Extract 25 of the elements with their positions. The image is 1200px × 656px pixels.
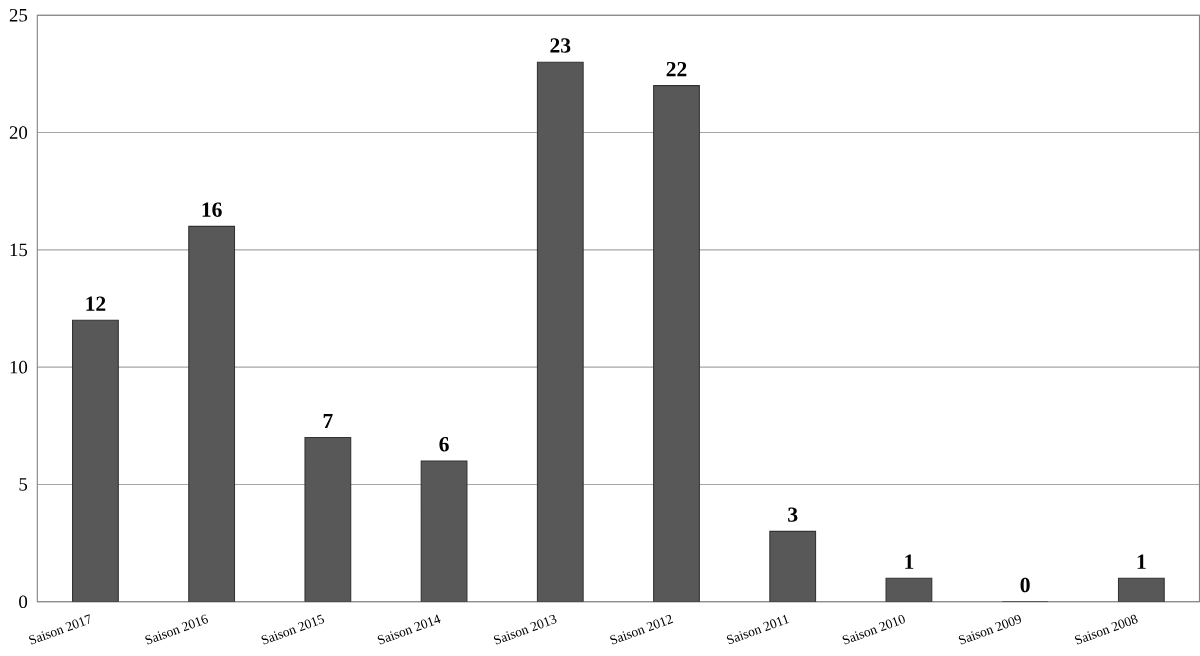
bar — [536, 61, 584, 602]
y-tick-label: 25 — [9, 8, 28, 22]
data-label: 0 — [1020, 577, 1030, 592]
y-tick-label: 15 — [10, 243, 28, 256]
data-label: 7 — [323, 413, 333, 428]
data-label: 23 — [550, 37, 571, 53]
bar — [653, 84, 700, 602]
bar — [1117, 577, 1165, 602]
y-tick-label: 5 — [19, 477, 28, 491]
bar — [886, 578, 932, 602]
bar — [72, 319, 119, 602]
data-label: 6 — [439, 436, 449, 452]
data-label: 1 — [905, 554, 914, 569]
data-label: 3 — [788, 507, 798, 522]
bar — [769, 530, 817, 602]
y-tick-label: 20 — [9, 125, 28, 139]
y-tick-label: 10 — [10, 360, 28, 374]
bar — [188, 225, 236, 602]
data-label: 12 — [86, 296, 106, 311]
data-label: 16 — [202, 202, 222, 217]
data-label: 22 — [666, 61, 687, 76]
bar — [420, 460, 468, 602]
y-tick-label: 0 — [19, 595, 28, 608]
bar — [304, 436, 352, 602]
data-label: 1 — [1137, 554, 1146, 569]
